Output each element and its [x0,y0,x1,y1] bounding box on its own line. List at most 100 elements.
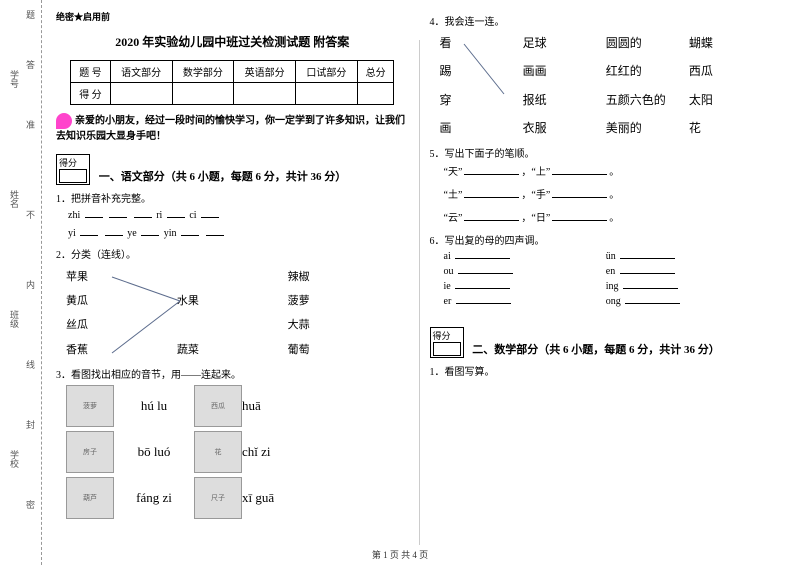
t-ong: ong [606,296,621,307]
q5: 5．写出下面子的笔顺。 [430,145,783,160]
tr-score: 得 分 [71,83,111,105]
t-en: en [606,266,615,277]
t-ing: ing [606,281,619,292]
py-boluo: bō luó [114,444,194,460]
bind-l10: 封 [24,420,37,429]
tone-row-2: ou en [444,264,769,277]
t-er: er [444,296,452,307]
item-sigua: 丝瓜 [66,313,177,337]
ch-tu: “土” [444,190,463,201]
table-row: 题 号 语文部分 数学部分 英语部分 口试部分 总分 [71,61,394,83]
right-column: 4．我会连一连。 看足球圆圆的蝴蝶 踢画画红红的西瓜 穿报纸五颜六色的太阳 画衣… [422,10,791,545]
page: 绝密★启用前 2020 年实验幼儿园中班过关检测试题 附答案 题 号 语文部分 … [48,10,790,545]
bind-l6: 不 [24,210,37,219]
tone-row-4: er ong [444,294,769,307]
scorebox-label: 得分 [59,158,77,168]
q4-lines [430,30,790,140]
item-veg: 蔬菜 [177,338,288,362]
q5-line2: “土”，“手”。 [444,186,769,206]
py-fangzi: fáng zi [114,490,194,506]
pic-row-1: 菠萝 hú lu 西瓜 huā [66,385,399,427]
py-ye: ye [127,228,136,239]
item-cucumber: 黄瓜 [66,289,177,313]
pic-house: 房子 [66,431,114,473]
score-box: 得分 [56,154,90,185]
ch-shang: ，“上” [521,167,550,178]
page-footer: 第 1 页 共 4 页 [0,548,800,561]
py-yin: yin [164,228,177,239]
q6: 6．写出复的母的四声调。 [430,232,783,247]
py-hua: huā [242,398,312,414]
pic-gourd: 葫芦 [66,477,114,519]
pic-ruler: 尺子 [194,477,242,519]
bind-l8: 班级 [8,310,21,328]
t-ou: ou [444,266,454,277]
t-un: ün [606,251,616,262]
pic-row-2: 房子 bō luó 花 chǐ zi [66,431,399,473]
scorebox-field[interactable] [59,169,87,183]
item-garlic: 大蒜 [288,313,399,337]
th-eng: 英语部分 [234,61,296,83]
pic-row-3: 葫芦 fáng zi 尺子 xī guā [66,477,399,519]
q4: 4．我会连一连。 [430,13,783,28]
bind-l5: 姓名 [8,190,21,208]
py-ci: ci [189,210,196,221]
pic-pineapple: 菠萝 [66,385,114,427]
py-yi: yi [68,228,76,239]
q5-line1: “天”，“上”。 [444,163,769,183]
match-mid: 水果 蔬菜 [177,265,288,362]
section-1-title: 一、语文部分（共 6 小题，每题 6 分，共计 36 分） [99,171,347,183]
ch-yun: “云” [444,213,463,224]
py-ri: ri [156,210,162,221]
pinyin-line-2: yi ye yin [68,225,409,243]
bind-l9: 线 [24,360,37,369]
match-q2: 苹果 黄瓜 丝瓜 香蕉 水果 蔬菜 辣椒 菠萝 大蒜 葡萄 [66,265,399,362]
exam-title: 2020 年实验幼儿园中班过关检测试题 附答案 [56,33,409,50]
scorebox-label-2: 得分 [433,331,451,341]
t-ai: ai [444,251,451,262]
q1: 1．把拼音补充完整。 [56,190,409,205]
column-divider [419,40,420,545]
py-xigua: xī guā [242,490,312,506]
child-icon [56,113,72,129]
tone-row-3: ie ing [444,279,769,292]
hint-content: 亲爱的小朋友，经过一段时间的愉快学习，你一定学到了许多知识，让我们去知识乐园大显… [56,115,405,142]
py-chizi: chǐ zi [242,444,312,460]
item-grape: 葡萄 [288,338,399,362]
bind-l7: 内 [24,280,37,289]
item-pineapple: 菠萝 [288,289,399,313]
q2: 2．分类（连线）。 [56,246,409,261]
th-oral: 口试部分 [296,61,358,83]
q3: 3．看图找出相应的音节，用——连起来。 [56,366,409,381]
binding-margin: 题 学号 答 准 姓名 不 内 班级 线 封 学校 密 [0,0,42,565]
bind-l2: 学号 [8,70,21,88]
item-apple: 苹果 [66,265,177,289]
bind-l3: 答 [24,60,37,69]
th-num: 题 号 [71,61,111,83]
py-hulu: hú lu [114,398,194,414]
table-row: 得 分 [71,83,394,105]
ch-ri: ，“日” [521,213,550,224]
score-table: 题 号 语文部分 数学部分 英语部分 口试部分 总分 得 分 [70,60,394,105]
pic-watermelon: 西瓜 [194,385,242,427]
py-zhi: zhi [68,210,80,221]
th-math: 数学部分 [172,61,234,83]
bind-l4: 准 [24,120,37,129]
bind-l1: 题 [24,10,37,19]
match-right: 辣椒 菠萝 大蒜 葡萄 [288,265,399,362]
item-banana: 香蕉 [66,338,177,362]
score-box-2: 得分 [430,327,464,358]
match-q4: 看足球圆圆的蝴蝶 踢画画红红的西瓜 穿报纸五颜六色的太阳 画衣服美丽的花 [430,30,783,142]
secret-label: 绝密★启用前 [56,10,409,23]
th-total: 总分 [357,61,394,83]
pinyin-line-1: zhi ri ci [68,207,409,225]
tone-row-1: ai ün [444,249,769,262]
pic-flower: 花 [194,431,242,473]
hint-text: 亲爱的小朋友，经过一段时间的愉快学习，你一定学到了许多知识，让我们去知识乐园大显… [56,113,409,144]
match-left: 苹果 黄瓜 丝瓜 香蕉 [66,265,177,362]
t-ie: ie [444,281,451,292]
scorebox-field-2[interactable] [433,342,461,356]
section-2-title: 二、数学部分（共 6 小题，每题 6 分，共计 36 分） [472,344,720,356]
item-fruit: 水果 [177,289,288,313]
ch-shou: ，“手” [521,190,550,201]
